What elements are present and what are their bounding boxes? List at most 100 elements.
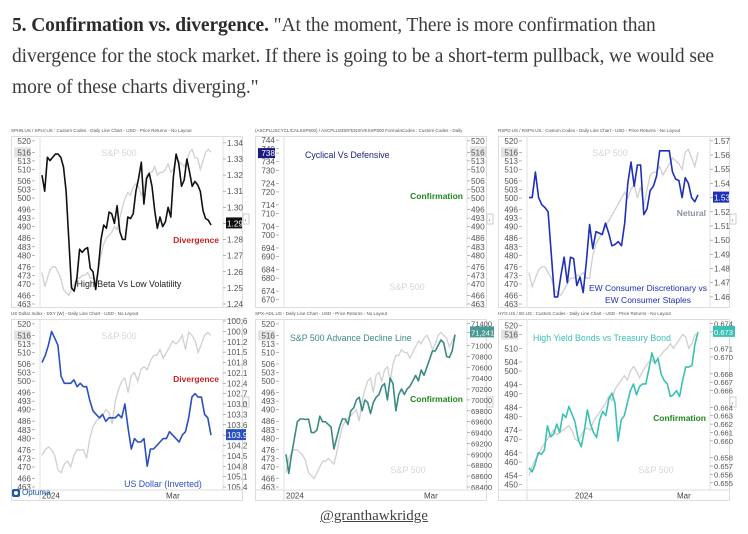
x-axis-label-mar: Mar: [166, 492, 180, 501]
chart-frame: [255, 136, 487, 308]
left-axis-tick-label: 493: [261, 397, 275, 406]
chevron-left-icon: ‹: [245, 218, 247, 224]
right-axis-tick-label: 104.8: [227, 462, 248, 471]
right-axis-tick-label: 101.8: [227, 359, 248, 368]
right-axis-tick-label: 69800: [471, 407, 492, 416]
left-axis-tick-label: 500: [17, 194, 31, 203]
left-axis-highlight-box: [258, 148, 275, 159]
chart-title: S&P 500 Advance Decline Line: [290, 333, 412, 343]
chart-title: High Beta Vs Low Volatility: [77, 279, 182, 289]
spx-label: S&P 500: [638, 465, 673, 475]
chart-header: (ASCPLUSCYCLICALSSP500) / ASCPLUSDEFENSI…: [255, 128, 463, 133]
left-axis-tick-label: 734: [261, 158, 275, 167]
left-axis-tick-label: 454: [504, 472, 518, 481]
right-axis-tick-label: 103.6: [227, 421, 248, 430]
right-axis-tick-label: 71000: [471, 341, 492, 350]
left-axis-tick-label: 714: [261, 201, 275, 210]
right-axis-tick-label: 70400: [471, 374, 492, 383]
left-axis-tick-label: 516: [17, 148, 31, 157]
chart-frame: [11, 319, 243, 501]
left-axis-tick-label: 510: [17, 165, 31, 174]
right-axis-tick-label: 516: [471, 148, 485, 157]
ratio-series-line: [528, 331, 699, 473]
right-axis-tick-label: 1.31: [227, 187, 243, 196]
spx-line: [41, 331, 212, 474]
right-axis-tick-label: 0.662: [714, 420, 733, 429]
left-axis-tick-label: 496: [17, 389, 31, 398]
left-axis-tick-label: 500: [504, 367, 518, 376]
right-axis-tick-label: 1.55: [714, 165, 730, 174]
left-axis-tick-label: 493: [504, 214, 518, 223]
chart-panel-us-dollar-inverted: US Dollar Index - DXY (W) - Daily Line C…: [11, 311, 253, 501]
right-axis-tick-label: 0.668: [714, 370, 733, 379]
right-axis-highlight-box: [470, 326, 494, 338]
spx-label: S&P 500: [389, 282, 424, 292]
right-axis-tick-label: 0.673: [714, 328, 733, 337]
right-axis-tick-label: 520: [471, 137, 485, 146]
chart-panel-high-yield-treasury: HYG.US / IEI.US : Custom Codes - Daily L…: [498, 311, 740, 501]
chevron-left-icon: ‹: [489, 218, 491, 224]
left-axis-tick-label: 466: [17, 291, 31, 300]
left-axis-tick-label: 473: [17, 454, 31, 463]
chart-header: RSPD.US / RSPS.US : Custom Codes - Daily…: [498, 128, 681, 133]
left-axis-tick-label: 496: [504, 206, 518, 215]
left-axis-tick-label: 496: [17, 206, 31, 215]
left-axis-tick-label: 466: [261, 474, 275, 483]
right-axis-tick-label: 104.2: [227, 442, 248, 451]
left-axis-tick-label: 680: [261, 274, 275, 283]
left-axis-tick-label: 463: [17, 483, 31, 492]
right-axis-tick-label: 490: [471, 223, 485, 232]
left-axis-tick-label: 486: [17, 234, 31, 243]
chart-title: High Yield Bonds vs Treasury Bond: [533, 333, 671, 343]
left-axis-tick-label: 738: [261, 149, 275, 158]
left-axis-tick-label: 474: [504, 426, 518, 435]
left-axis-tick-label: 480: [17, 434, 31, 443]
x-axis-label-mar: Mar: [424, 492, 438, 501]
left-axis-tick-label: 460: [504, 458, 518, 467]
right-axis-tick-label: 1.50: [714, 236, 730, 245]
left-axis-tick-label: 490: [504, 390, 518, 399]
right-axis-tick-label: 1.24: [227, 300, 243, 308]
left-axis-tick-label: 476: [17, 263, 31, 272]
left-axis-tick-label: 520: [261, 320, 275, 329]
right-axis-tick-label: 0.674: [714, 320, 733, 329]
right-axis-tick-label: 1.46: [714, 293, 730, 302]
right-axis-tick-label: 105.4: [227, 483, 248, 492]
x-axis-label-2024: 2024: [286, 492, 304, 501]
right-axis-tick-label: 0.670: [714, 353, 733, 362]
panel-scroll-handle: [242, 396, 250, 408]
chart-panel-cyclical-defensive: (ASCPLUSCYCLICALSSP500) / ASCPLUSDEFENSI…: [255, 128, 497, 308]
chart-title-line: EW Consumer Staples: [605, 295, 691, 305]
chevron-left-icon: ‹: [732, 218, 734, 224]
left-axis-tick-label: 473: [17, 271, 31, 280]
quote-text: "At the moment, There is more confirmati…: [12, 15, 714, 98]
left-axis-tick-label: 704: [261, 222, 275, 231]
right-axis-tick-label: 1.34: [227, 139, 243, 148]
left-axis-tick-label: 493: [17, 397, 31, 406]
chart-panel-advance-decline: SPX-ADL.US - Daily Line Chart - USD - Pr…: [255, 311, 497, 501]
left-axis-tick-label: 500: [261, 377, 275, 386]
left-axis-tick-label: 506: [17, 360, 31, 369]
ratio-series-line: [285, 334, 456, 475]
left-axis-tick-label: 520: [504, 137, 518, 146]
left-axis-tick-label: 483: [261, 426, 275, 435]
right-axis-tick-label: 0.656: [714, 470, 733, 479]
left-axis-tick-label: 730: [261, 166, 275, 175]
right-axis-tick-label: 71400: [471, 320, 492, 329]
chart-header: HYG.US / IEI.US : Custom Codes - Daily L…: [498, 311, 671, 316]
left-axis-tick-label: 476: [504, 263, 518, 272]
right-axis-tick-label: 1.51: [714, 222, 730, 231]
author-handle-link[interactable]: @granthawkridge: [320, 508, 428, 524]
chart-header: US Dollar Index - DXY (W) - Daily Line C…: [11, 311, 139, 316]
credit-footer: @granthawkridge: [0, 508, 748, 525]
left-axis-tick-label: 490: [17, 223, 31, 232]
right-axis-tick-label: 1.49: [714, 250, 730, 259]
left-axis-tick-label: 480: [504, 251, 518, 260]
chevron-left-icon: ‹: [489, 401, 491, 407]
chart-frame: [498, 319, 730, 501]
left-axis-tick-label: 506: [261, 360, 275, 369]
left-axis-tick-label: 470: [504, 435, 518, 444]
left-axis-tick-label: 483: [17, 243, 31, 252]
